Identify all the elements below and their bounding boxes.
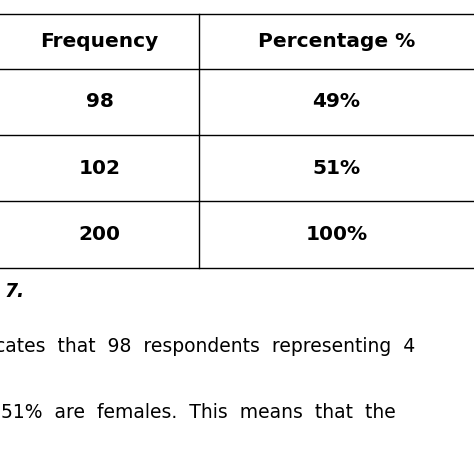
Text: 51%: 51% xyxy=(312,159,361,178)
Text: 7.: 7. xyxy=(5,282,25,301)
Text: 100%: 100% xyxy=(305,225,368,244)
Text: Percentage %: Percentage % xyxy=(258,32,415,51)
Text: 51%  are  females.  This  means  that  the: 51% are females. This means that the xyxy=(0,403,396,422)
Text: 49%: 49% xyxy=(312,92,361,111)
Text: 102: 102 xyxy=(79,159,120,178)
Text: cates  that  98  respondents  representing  4: cates that 98 respondents representing 4 xyxy=(0,337,416,356)
Text: 200: 200 xyxy=(79,225,120,244)
Text: Frequency: Frequency xyxy=(40,32,159,51)
Text: 98: 98 xyxy=(86,92,113,111)
